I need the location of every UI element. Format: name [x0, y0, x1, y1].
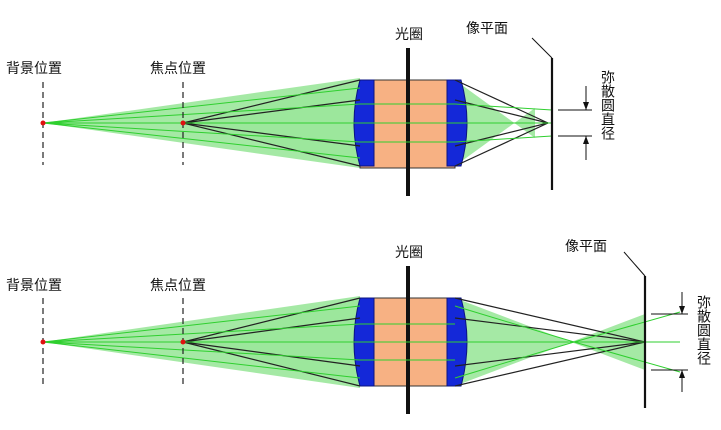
bottom-focus-label: 焦点位置 — [150, 278, 206, 294]
bottom-background-point — [40, 339, 46, 345]
top-image-plane-label: 像平面 — [466, 21, 508, 37]
bottom-panel: 背景位置 焦点位置 光圈 像平面 弥散圆直径 — [6, 239, 711, 414]
bottom-background-label: 背景位置 — [6, 278, 62, 294]
bottom-image-plane-leader — [623, 251, 646, 277]
top-coc-label: 弥散圆直径 — [599, 69, 615, 140]
top-coc-dimension — [558, 86, 592, 160]
bottom-image-plane-label: 像平面 — [565, 239, 607, 255]
top-aperture-label: 光圈 — [395, 27, 423, 43]
bottom-coc-dimension — [651, 292, 688, 392]
top-panel: 背景位置 焦点位置 光圈 像平面 弥散圆直径 — [6, 21, 615, 196]
bottom-focus-rays — [182, 297, 646, 387]
top-background-point — [40, 120, 46, 126]
top-focus-label: 焦点位置 — [150, 61, 206, 77]
bottom-aperture-label: 光圈 — [395, 245, 423, 261]
top-image-plane-leader — [531, 37, 553, 59]
top-focus-rays — [182, 79, 549, 167]
bottom-background-rays — [42, 305, 681, 379]
top-background-label: 背景位置 — [6, 61, 62, 77]
top-background-rays — [42, 87, 553, 159]
bottom-coc-label: 弥散圆直径 — [695, 294, 711, 365]
top-focus-point — [180, 120, 186, 126]
bottom-focus-point — [180, 339, 186, 345]
